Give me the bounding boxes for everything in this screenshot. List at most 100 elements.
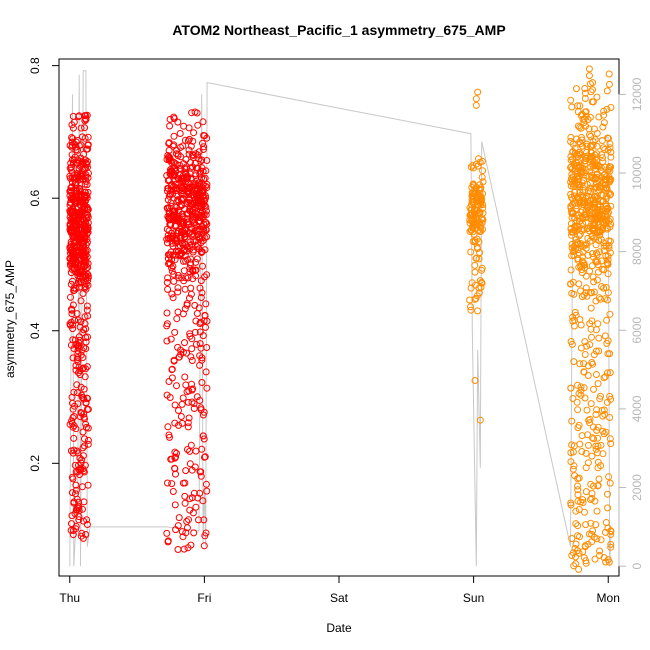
data-point [178,528,186,536]
data-point [590,125,598,133]
data-point [575,214,583,222]
data-point [74,400,82,408]
data-point [198,289,206,297]
data-point [195,245,203,253]
data-point [188,398,196,406]
data-point [597,462,605,470]
data-point [600,119,608,127]
data-point [174,118,182,126]
data-point [570,358,578,366]
data-point [68,306,76,314]
data-point [199,432,207,440]
data-point [79,175,87,183]
data-point [466,228,474,235]
data-point [189,246,197,254]
data-point [184,137,192,145]
data-point [76,193,84,201]
data-point [577,242,585,250]
data-point [593,179,601,187]
data-point [77,297,85,305]
data-point [581,542,589,550]
data-point [177,413,185,420]
data-point [600,374,608,382]
data-point [76,185,84,192]
data-point [68,520,75,528]
data-point [572,553,579,561]
data-point [468,206,476,214]
data-point [67,184,75,192]
data-point [164,423,172,431]
data-point [74,171,81,179]
data-point [186,460,194,468]
data-point [83,516,91,524]
x-tick-label: Sun [463,591,484,605]
data-point [478,173,486,181]
data-point [202,323,209,331]
data-point [584,251,592,259]
data-point [589,79,597,87]
data-point [567,384,575,392]
data-point [174,522,182,530]
data-point [570,214,578,222]
data-point [193,393,201,401]
data-point [171,448,179,456]
data-point [165,153,173,161]
x-tick-label: Fri [197,591,211,605]
data-point [200,435,208,443]
data-point [69,531,77,539]
data-point [582,557,590,565]
data-point [607,543,615,551]
data-point [577,391,585,399]
data-point [607,531,615,538]
data-point [192,180,200,188]
data-point [581,85,589,92]
data-point [69,527,77,534]
data-point [164,537,172,545]
data-point [587,289,594,296]
data-point [573,173,581,181]
data-point [167,335,175,343]
data-point [581,338,589,346]
data-point [479,216,487,224]
data-point [83,238,91,246]
data-point [582,559,590,567]
data-point [182,467,190,475]
data-point [182,529,190,537]
data-point [173,234,181,242]
data-point [203,134,211,142]
data-point [585,441,592,449]
data-point [77,532,85,540]
data-point [183,243,191,251]
data-point [185,150,193,158]
data-point [84,277,92,284]
data-point [67,224,75,232]
data-point [199,186,207,194]
data-point [606,435,614,443]
axes-layer: Thu Fri Sat Sun Mon 0.2 0.4 0.6 0.8 0 2000 4000 6000… [28,57,644,605]
data-point [569,395,577,402]
data-point [571,308,579,316]
data-point [586,184,594,192]
data-point [72,366,80,374]
data-point [70,499,78,507]
data-point [604,146,612,154]
data-point [476,158,484,166]
data-point [605,164,613,172]
data-point [203,271,211,279]
data-point [604,270,612,278]
data-point [71,461,79,469]
data-point [164,285,172,293]
data-point [590,278,598,286]
data-point [600,111,608,119]
data-point [177,143,184,151]
data-point [80,252,88,260]
data-point [188,175,195,183]
data-point [168,290,176,298]
data-point [179,241,187,249]
data-point [478,279,486,287]
data-point [604,289,612,297]
data-point [475,289,483,297]
data-point [84,440,92,448]
data-point [175,228,183,235]
